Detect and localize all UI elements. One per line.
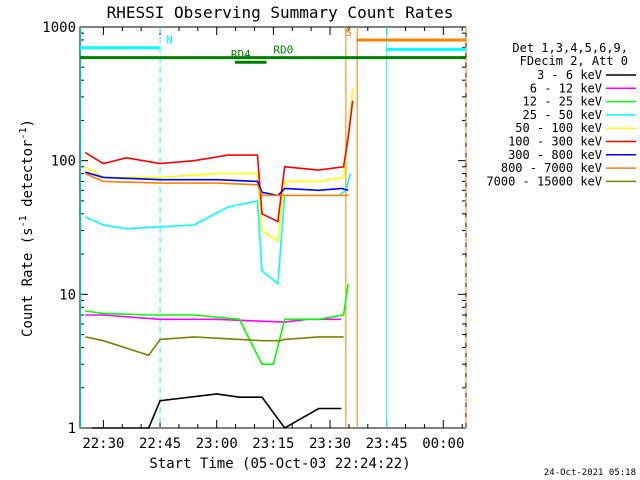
y-axis-label: Count Rate (s-1 detector-1) [18, 119, 36, 337]
legend-title-line: FDecim 2, Att 0 [520, 54, 628, 68]
legend-entry-label: 50 - 100 keV [515, 121, 602, 135]
legend-entry-label: 800 - 7000 keV [501, 161, 602, 175]
annotation-label: RD4 [231, 48, 251, 61]
y-tick-label: 1 [68, 421, 76, 437]
series-line [84, 172, 349, 197]
x-tick-label: 22:30 [82, 436, 124, 452]
series-line [85, 171, 349, 197]
annotation-label: N [166, 34, 173, 47]
timestamp: 24-Oct-2021 05:18 [544, 468, 636, 478]
series-line [84, 100, 354, 223]
chart-title: RHESSI Observing Summary Count Rates [107, 3, 454, 22]
y-tick-label: 10 [59, 287, 76, 303]
legend-entry-label: 100 - 300 keV [508, 135, 602, 149]
plot-area: 1 10 100 1000 22:30 22:45 23:00 23:15 23:30 23:45… [42, 20, 467, 452]
series-line [84, 87, 354, 243]
y-tick-label: 100 [51, 154, 76, 170]
y-tick-label: 1000 [42, 20, 76, 36]
legend-entry-label: 300 - 800 keV [508, 148, 602, 162]
x-tick-label: 23:00 [196, 436, 238, 452]
y-axis-label-exp2: -1 [18, 127, 29, 139]
legend-entry-label: 25 - 50 keV [523, 108, 602, 122]
x-tick-label: 22:45 [139, 436, 181, 452]
y-axis-label-mid: detector [20, 140, 36, 216]
x-axis-label: Start Time (05-Oct-03 22:24:22) [149, 456, 410, 472]
x-tick-label: 23:45 [366, 436, 408, 452]
y-axis-label-end: ) [20, 119, 36, 127]
legend-entry-label: 6 - 12 keV [530, 81, 602, 95]
series-line [85, 336, 344, 357]
x-tick-label: 23:15 [252, 436, 294, 452]
series-line [85, 283, 349, 366]
legend: Det 1,3,4,5,6,9,FDecim 2, Att 03 - 6 keV… [486, 41, 636, 188]
legend-entry-label: 7000 - 15000 keV [486, 174, 602, 188]
legend-title-line: Det 1,3,4,5,6,9, [512, 41, 628, 55]
legend-entry-label: 12 - 25 keV [523, 95, 602, 109]
y-axis-label-base: Count Rate (s [20, 227, 36, 337]
annotation-label: RD0 [273, 44, 293, 57]
x-tick-label: 23:30 [309, 436, 351, 452]
x-tick-label: 00:00 [422, 436, 464, 452]
legend-entry-label: 3 - 6 keV [537, 68, 602, 82]
y-axis-label-exp1: -1 [18, 215, 29, 227]
annotation-label: S [345, 26, 352, 39]
series-line [92, 393, 342, 430]
